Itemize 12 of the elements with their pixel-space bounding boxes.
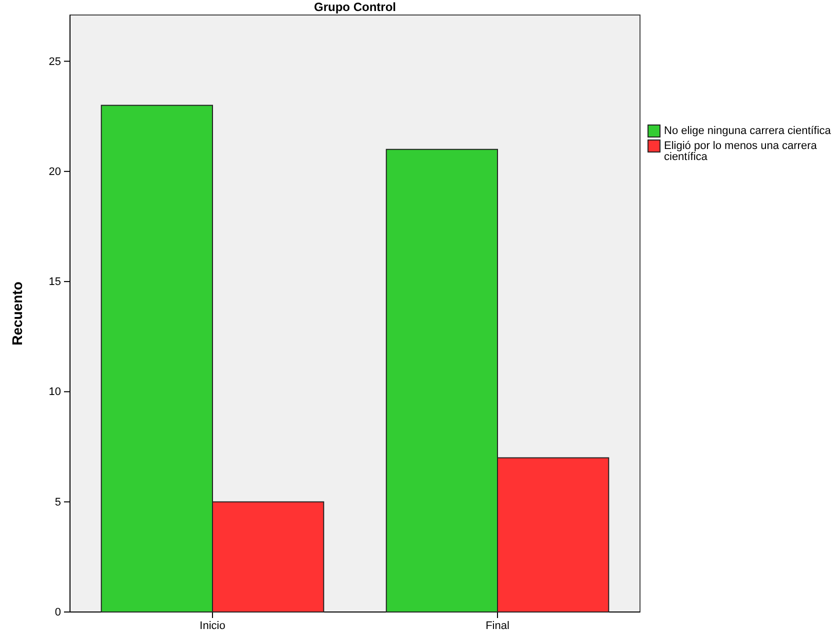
y-tick-label: 5	[54, 496, 61, 508]
y-tick-label: 0	[54, 606, 61, 619]
x-tick-label: Inicio	[200, 620, 226, 632]
y-tick-label: 15	[48, 276, 61, 288]
legend-label: No elige ninguna carrera científica	[664, 125, 832, 137]
legend-label: Eligió por lo menos una carrera científica	[664, 140, 818, 163]
x-tick-label: Final	[486, 620, 510, 632]
y-axis-title: Recuento	[9, 282, 25, 346]
y-tick-label: 10	[48, 386, 61, 398]
y-tick-label: 25	[48, 56, 61, 68]
y-tick-label: 20	[48, 166, 61, 178]
chart-title: Grupo Control	[314, 0, 396, 14]
